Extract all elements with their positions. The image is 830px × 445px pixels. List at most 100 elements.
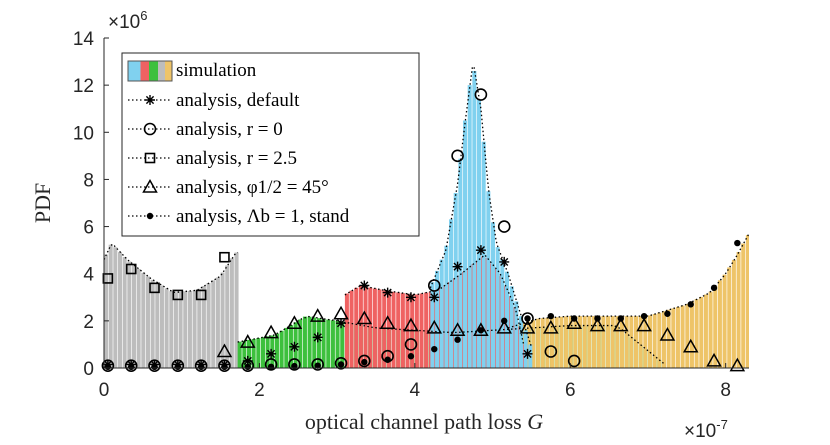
data-point-dot	[151, 363, 158, 371]
data-point-triangle	[659, 326, 676, 341]
data-point-circle	[404, 338, 418, 351]
histogram-bar	[187, 290, 192, 368]
histogram-bar	[344, 293, 349, 368]
data-point-dot	[267, 363, 275, 371]
histogram-bar	[340, 321, 345, 368]
histogram-bar	[736, 252, 741, 368]
histogram-bar	[657, 312, 662, 368]
axes	[103, 38, 749, 369]
histogram-bar	[335, 321, 340, 368]
data-point-asterisk	[452, 261, 463, 272]
histogram-bar	[211, 280, 216, 368]
histogram-bar	[150, 279, 155, 368]
histogram-bar	[531, 320, 536, 368]
histogram-bar	[234, 252, 239, 368]
legend-label: simulation	[176, 60, 257, 81]
x-tick-label: 8	[720, 380, 731, 401]
histogram-bar	[601, 316, 606, 368]
analysis-curve-gray	[104, 243, 238, 294]
data-point-circle	[101, 359, 115, 372]
histogram-bar	[573, 316, 578, 368]
data-point-dot	[570, 315, 578, 322]
y-tick-label: 12	[73, 76, 94, 97]
data-point-asterisk	[429, 292, 440, 303]
histogram-bar	[694, 299, 699, 368]
data-point-triangle	[566, 315, 582, 329]
data-point-circle	[124, 359, 138, 372]
histogram-bar	[197, 288, 202, 368]
data-point-circle	[521, 312, 534, 325]
histogram-bar	[237, 341, 242, 368]
series-circle	[101, 88, 581, 372]
histogram-bar	[349, 290, 354, 368]
data-point-triangle	[729, 357, 746, 372]
data-point-triangle	[356, 310, 373, 325]
legend-swatch	[127, 60, 173, 82]
y-tick-label: 10	[73, 123, 94, 144]
legend-label: analysis, Λb = 1, stand	[176, 206, 350, 227]
data-point-dot	[524, 315, 531, 322]
histogram-bar	[104, 254, 109, 368]
x-exponent-label: ×10-7	[684, 417, 728, 442]
data-point-asterisk	[382, 287, 393, 298]
histogram-bar	[391, 291, 396, 368]
data-point-asterisk	[499, 256, 510, 267]
data-point-triangle	[239, 334, 256, 348]
data-point-dot	[617, 315, 624, 322]
histogram-bar	[141, 272, 146, 368]
data-point-circle	[288, 358, 301, 371]
histogram-bar	[302, 316, 307, 368]
legend-label: analysis, r = 0	[176, 119, 283, 140]
y-exponent-label: ×106	[108, 8, 147, 33]
data-point-square	[149, 282, 160, 294]
data-point-dot	[104, 363, 112, 371]
histogram-bar	[722, 274, 727, 368]
data-point-asterisk	[336, 318, 347, 329]
histogram-bar	[477, 99, 482, 368]
data-point-dot	[594, 315, 601, 322]
data-point-dot	[197, 363, 205, 371]
y-tick-label: 8	[83, 170, 94, 191]
data-point-circle	[567, 354, 581, 368]
histogram-bar	[108, 244, 113, 368]
histogram-bar	[518, 316, 523, 368]
series-triangle	[216, 305, 746, 372]
histogram-bar	[439, 259, 444, 368]
histogram-bar	[131, 265, 136, 368]
legend-label: analysis, r = 2.5	[176, 148, 297, 169]
data-point-asterisk	[405, 292, 416, 303]
x-tick-label: 4	[410, 380, 421, 401]
y-tick-label: 0	[83, 359, 94, 380]
histogram-bar	[463, 120, 468, 368]
data-point-dot	[734, 239, 741, 247]
histogram-bar	[741, 243, 746, 368]
histogram-bar	[481, 141, 486, 368]
legend-box	[121, 52, 420, 237]
histogram-bar	[509, 286, 514, 368]
histogram-bar	[215, 277, 220, 368]
histogram-bar	[717, 280, 722, 368]
histogram-bar	[495, 247, 500, 368]
histogram-bar	[251, 338, 256, 368]
y-tick-label: 4	[83, 265, 94, 286]
data-point-dot	[710, 284, 718, 292]
histogram-bar	[540, 318, 545, 368]
legend-entry-analysis-r0: analysis, r = 0	[128, 119, 283, 140]
data-point-dot	[640, 312, 648, 320]
data-point-triangle	[612, 317, 629, 332]
legend-entry-analysis-phi45: analysis, φ1/2 = 45°	[128, 177, 329, 198]
histogram-bar	[274, 333, 279, 368]
data-point-dot	[407, 353, 415, 360]
data-point-square	[172, 289, 184, 301]
histogram-bar	[246, 339, 251, 368]
data-point-triangle	[682, 338, 699, 353]
data-point-dot	[314, 362, 321, 369]
data-point-triangle	[426, 319, 443, 334]
data-point-triangle	[496, 319, 512, 334]
histogram-bar	[372, 288, 377, 368]
data-point-circle	[451, 149, 464, 163]
histogram-bar	[745, 235, 749, 368]
histogram-bar	[145, 276, 150, 368]
data-point-triangle	[333, 305, 349, 320]
